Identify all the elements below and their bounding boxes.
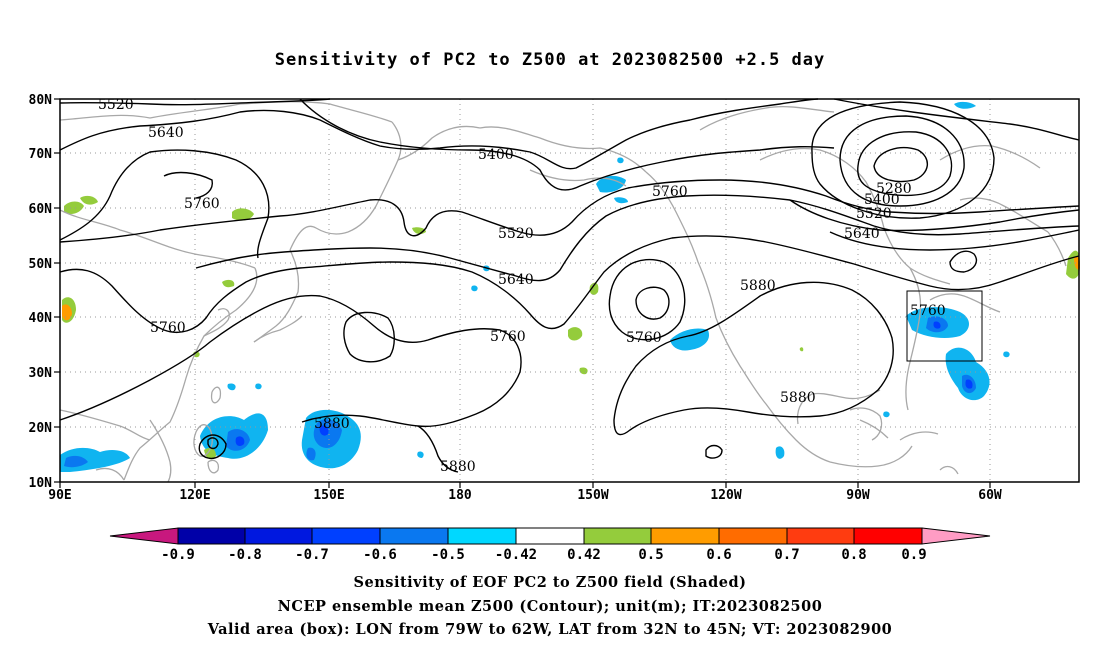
colorbar-label: 0.9 — [901, 547, 926, 563]
contour-label: 5280 — [876, 181, 912, 197]
colorbar-swatch — [177, 527, 246, 545]
lat-label: 70N — [29, 147, 53, 162]
colorbar-swatch — [650, 527, 720, 545]
colorbar-swatch — [311, 527, 381, 545]
colorbar-swatch — [244, 527, 313, 545]
lat-label: 10N — [29, 476, 53, 491]
caption-contour: NCEP ensemble mean Z500 (Contour); unit(… — [277, 598, 823, 615]
contour-label: 5880 — [740, 278, 776, 294]
map-title: Sensitivity of PC2 to Z500 at 2023082500… — [274, 50, 826, 70]
plot-frame — [59, 98, 1080, 483]
colorbar-swatch — [853, 527, 923, 545]
lon-label: 90E — [48, 488, 71, 503]
axis-ticks — [54, 98, 991, 488]
colorbar-label: -0.7 — [295, 547, 329, 563]
lat-label: 80N — [29, 93, 53, 108]
contour-label: 5880 — [780, 390, 816, 406]
contour-label: 5760 — [910, 303, 946, 319]
contour-label: 5760 — [184, 196, 220, 212]
colorbar-label: 0.7 — [774, 547, 799, 563]
colorbar-label: 0.6 — [706, 547, 731, 563]
colorbar-label: -0.42 — [495, 547, 537, 563]
colorbar — [109, 527, 991, 545]
colorbar-swatch — [583, 527, 652, 545]
contour-label: 5880 — [314, 416, 350, 432]
lon-label: 120W — [710, 488, 741, 503]
contour-label: 5640 — [498, 272, 534, 288]
lat-label: 30N — [29, 366, 53, 381]
lon-label: 150E — [313, 488, 344, 503]
sensitivity-shading — [60, 101, 1080, 472]
latitude-labels: 80N 70N 60N 50N 40N 30N 20N 10N — [29, 93, 53, 491]
lon-label: 150W — [577, 488, 608, 503]
lat-label: 20N — [29, 421, 53, 436]
contour-labels: 5520 5640 5760 5400 5760 5520 5640 5760 … — [98, 97, 946, 475]
longitude-labels: 90E 120E 150E 180 150W 120W 90W 60W — [48, 488, 1002, 503]
lon-label: 60W — [978, 488, 1002, 503]
colorbar-label: 0.5 — [638, 547, 663, 563]
contour-label: 5760 — [150, 320, 186, 336]
contour-label: 5400 — [864, 192, 900, 208]
contour-label: 5640 — [844, 226, 880, 242]
contour-label: 5640 — [148, 125, 184, 141]
colorbar-labels: -0.9 -0.8 -0.7 -0.6 -0.5 -0.42 0.42 0.5 … — [161, 547, 927, 563]
lat-label: 40N — [29, 311, 53, 326]
colorbar-swatch — [718, 527, 788, 545]
coastlines — [59, 101, 1067, 483]
colorbar-label: -0.8 — [228, 547, 262, 563]
colorbar-arrow-left — [109, 527, 179, 545]
colorbar-swatch — [515, 527, 585, 545]
contour-label: 5520 — [98, 97, 134, 113]
contour-label: 5520 — [498, 226, 534, 242]
contour-label: 5520 — [856, 206, 892, 222]
valid-area-box — [906, 290, 983, 362]
colorbar-label: 0.8 — [841, 547, 866, 563]
colorbar-arrow-right — [921, 527, 991, 545]
lon-label: 180 — [448, 488, 472, 503]
colorbar-label: -0.9 — [161, 547, 195, 563]
lat-label: 50N — [29, 257, 53, 272]
contour-label: 5880 — [440, 459, 476, 475]
z500-contours — [59, 98, 1080, 473]
caption-valid-area: Valid area (box): LON from 79W to 62W, L… — [207, 621, 893, 638]
colorbar-swatch — [786, 527, 855, 545]
contour-label: 5400 — [478, 147, 514, 163]
caption-shading: Sensitivity of EOF PC2 to Z500 field (Sh… — [353, 574, 747, 591]
colorbar-label: -0.5 — [431, 547, 465, 563]
colorbar-label: 0.42 — [567, 547, 601, 563]
lon-label: 90W — [846, 488, 870, 503]
colorbar-label: -0.6 — [363, 547, 397, 563]
colorbar-swatch — [379, 527, 449, 545]
colorbar-swatch — [447, 527, 517, 545]
contour-label: 5760 — [652, 184, 688, 200]
contour-label: 5760 — [490, 329, 526, 345]
contour-label: 5760 — [626, 330, 662, 346]
lat-label: 60N — [29, 202, 53, 217]
lon-label: 120E — [179, 488, 210, 503]
